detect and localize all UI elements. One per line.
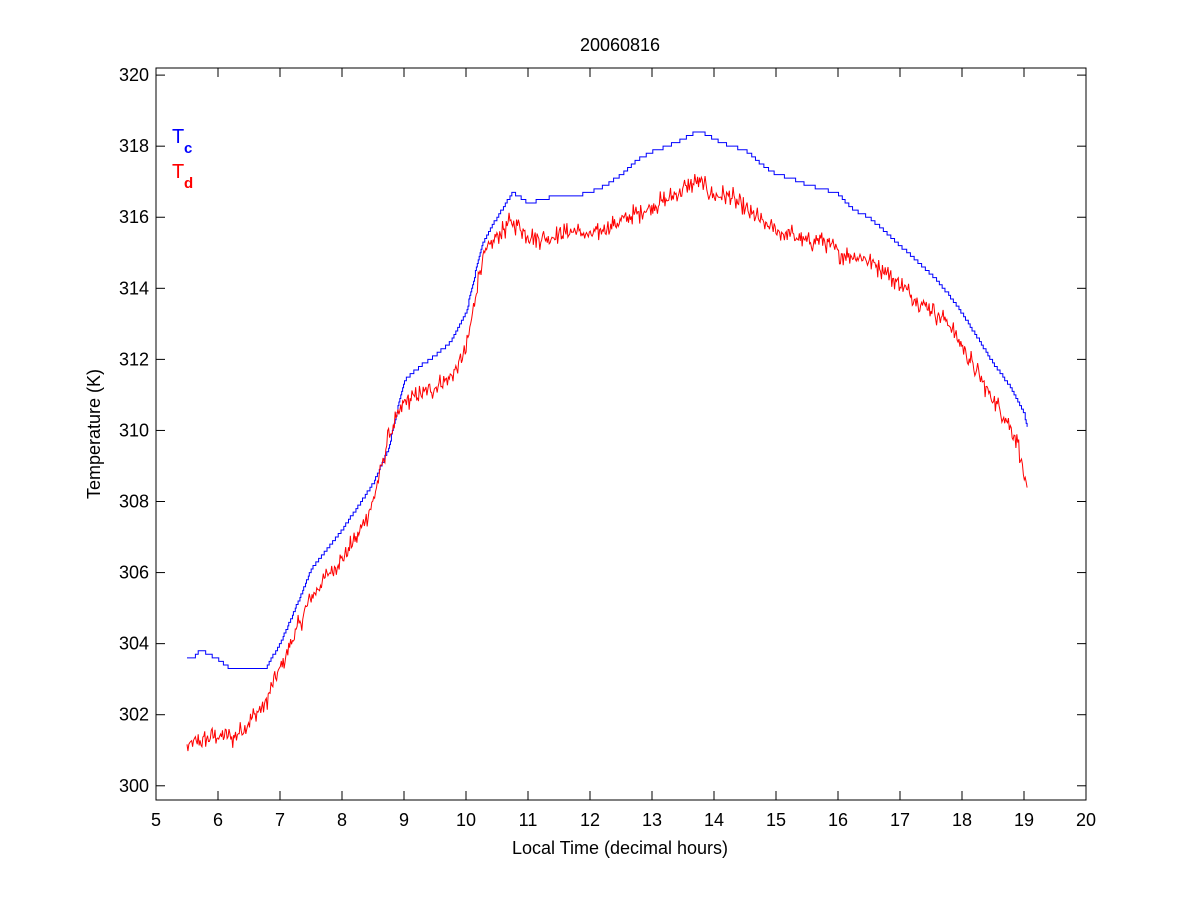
x-tick-label: 17 (890, 810, 910, 830)
y-tick-label: 318 (119, 136, 149, 156)
legend-entry-subscript-td: d (184, 175, 193, 192)
y-tick-label: 314 (119, 278, 149, 298)
axis-ticks: 5 6 7 8 9 10 11 12 13 14 15 16 17 18 19 20 300 302 304 306 3… (119, 65, 1096, 830)
x-tick-label: 13 (642, 810, 662, 830)
x-tick-label: 19 (1014, 810, 1034, 830)
plot-area-frame (155, 67, 1087, 801)
y-tick-label: 312 (119, 349, 149, 369)
x-tick-label: 7 (275, 810, 285, 830)
x-tick-label: 16 (828, 810, 848, 830)
x-tick-label: 6 (213, 810, 223, 830)
legend-entry-tc: T (172, 126, 184, 148)
x-tick-label: 14 (704, 810, 724, 830)
x-tick-label: 9 (399, 810, 409, 830)
y-tick-label: 308 (119, 492, 149, 512)
x-tick-label: 15 (766, 810, 786, 830)
y-tick-label: 310 (119, 420, 149, 440)
chart-title: 20060816 (580, 35, 660, 55)
x-tick-label: 12 (580, 810, 600, 830)
x-tick-label: 5 (151, 810, 161, 830)
y-tick-label: 302 (119, 705, 149, 725)
y-tick-label: 306 (119, 563, 149, 583)
x-tick-label: 10 (456, 810, 476, 830)
data-layer (186, 131, 1028, 752)
y-tick-label: 316 (119, 207, 149, 227)
series-line-td (186, 173, 1028, 752)
y-tick-label: 300 (119, 776, 149, 796)
y-axis-label: Temperature (K) (84, 369, 104, 499)
legend-entry-td: T (172, 161, 184, 183)
x-tick-label: 11 (519, 810, 538, 830)
x-tick-label: 18 (952, 810, 972, 830)
x-tick-label: 20 (1076, 810, 1096, 830)
y-tick-label: 320 (119, 65, 149, 85)
legend-entry-subscript-tc: c (184, 140, 192, 157)
x-tick-label: 8 (337, 810, 347, 830)
x-axis-label: Local Time (decimal hours) (512, 838, 728, 858)
series-line-tc (187, 131, 1028, 670)
y-tick-label: 304 (119, 634, 149, 654)
